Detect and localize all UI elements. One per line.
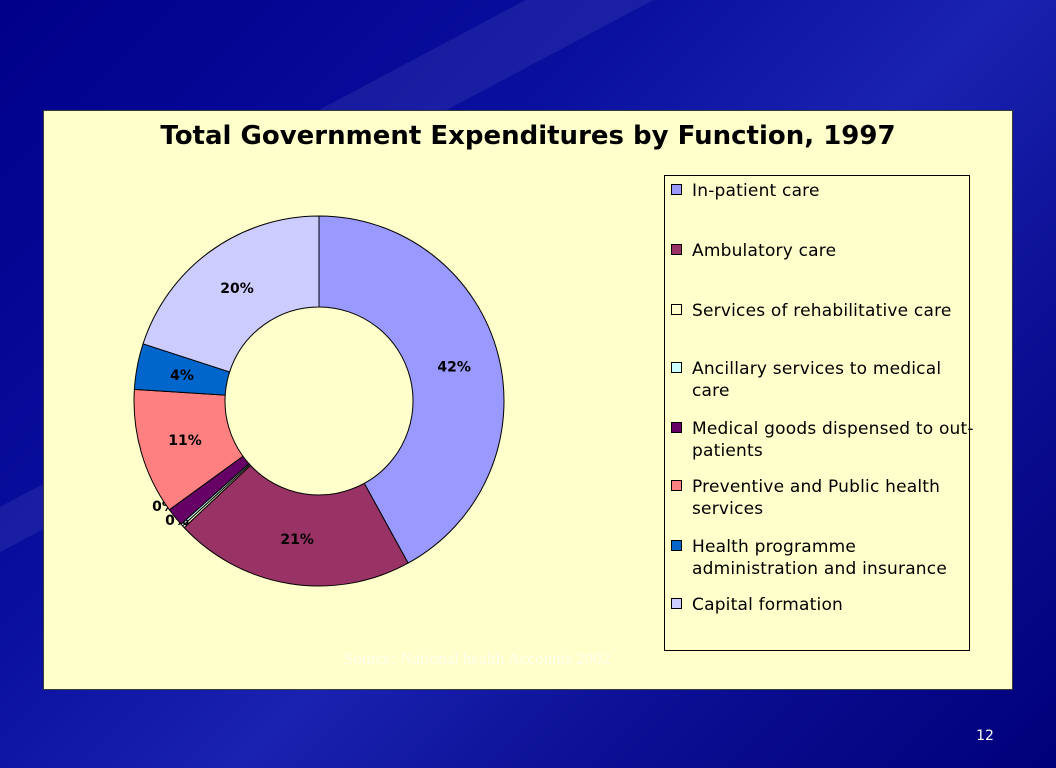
donut-chart: 42%21%0%0%2%11%4%20% bbox=[133, 215, 505, 587]
legend-label: Health programme administration and insu… bbox=[692, 537, 947, 579]
donut-slice bbox=[142, 215, 320, 373]
legend-label: Ambulatory care bbox=[692, 241, 837, 261]
legend-swatch bbox=[671, 480, 682, 491]
donut-slice bbox=[318, 215, 505, 564]
chart-legend: In-patient care Ambulatory care Services o… bbox=[664, 175, 974, 651]
page-number: 12 bbox=[976, 728, 994, 744]
legend-swatch bbox=[671, 598, 682, 609]
chart-title: Total Government Expenditures by Functio… bbox=[160, 121, 896, 151]
slice-data-label: 21% bbox=[280, 532, 314, 548]
slice-data-label: 11% bbox=[168, 433, 202, 449]
donut-slice bbox=[183, 464, 409, 587]
slice-data-label: 42% bbox=[437, 359, 471, 375]
legend-label: In-patient care bbox=[692, 181, 820, 201]
legend-label: Preventive and Public health services bbox=[692, 477, 941, 519]
legend-swatch bbox=[671, 422, 682, 433]
legend-label: Medical goods dispensed to out-patients bbox=[692, 419, 974, 461]
source-note: Source: National health Accounts 2002 bbox=[344, 649, 611, 668]
legend-label: Capital formation bbox=[692, 595, 844, 615]
legend-label: Services of rehabilitative care bbox=[692, 301, 952, 321]
slice-data-label: 20% bbox=[220, 281, 254, 297]
legend-swatch bbox=[671, 184, 682, 195]
chart-panel: Total Government Expenditures by Functio… bbox=[43, 110, 1013, 690]
slice-data-label: 4% bbox=[170, 368, 194, 384]
legend-swatch bbox=[671, 540, 682, 551]
legend-swatch bbox=[671, 244, 682, 255]
legend-label: Ancillary services to medical care bbox=[692, 359, 942, 401]
legend-swatch bbox=[671, 304, 682, 315]
legend-swatch bbox=[671, 362, 682, 373]
